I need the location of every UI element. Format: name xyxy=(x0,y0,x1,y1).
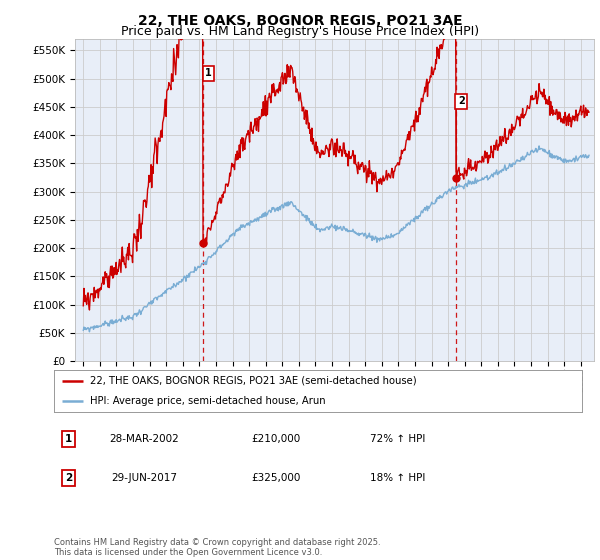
Text: 22, THE OAKS, BOGNOR REGIS, PO21 3AE: 22, THE OAKS, BOGNOR REGIS, PO21 3AE xyxy=(137,14,463,28)
Text: £210,000: £210,000 xyxy=(251,434,301,444)
Text: 72% ↑ HPI: 72% ↑ HPI xyxy=(370,434,425,444)
Text: £325,000: £325,000 xyxy=(251,473,301,483)
Text: Price paid vs. HM Land Registry's House Price Index (HPI): Price paid vs. HM Land Registry's House … xyxy=(121,25,479,38)
Text: 28-MAR-2002: 28-MAR-2002 xyxy=(109,434,179,444)
Text: 22, THE OAKS, BOGNOR REGIS, PO21 3AE (semi-detached house): 22, THE OAKS, BOGNOR REGIS, PO21 3AE (se… xyxy=(90,376,416,386)
Text: 1: 1 xyxy=(205,68,212,78)
Text: Contains HM Land Registry data © Crown copyright and database right 2025.
This d: Contains HM Land Registry data © Crown c… xyxy=(54,538,380,557)
Text: 18% ↑ HPI: 18% ↑ HPI xyxy=(370,473,425,483)
Text: 29-JUN-2017: 29-JUN-2017 xyxy=(111,473,177,483)
Text: 2: 2 xyxy=(458,96,464,106)
Text: HPI: Average price, semi-detached house, Arun: HPI: Average price, semi-detached house,… xyxy=(90,396,326,406)
Text: 2: 2 xyxy=(65,473,73,483)
Text: 1: 1 xyxy=(65,434,73,444)
